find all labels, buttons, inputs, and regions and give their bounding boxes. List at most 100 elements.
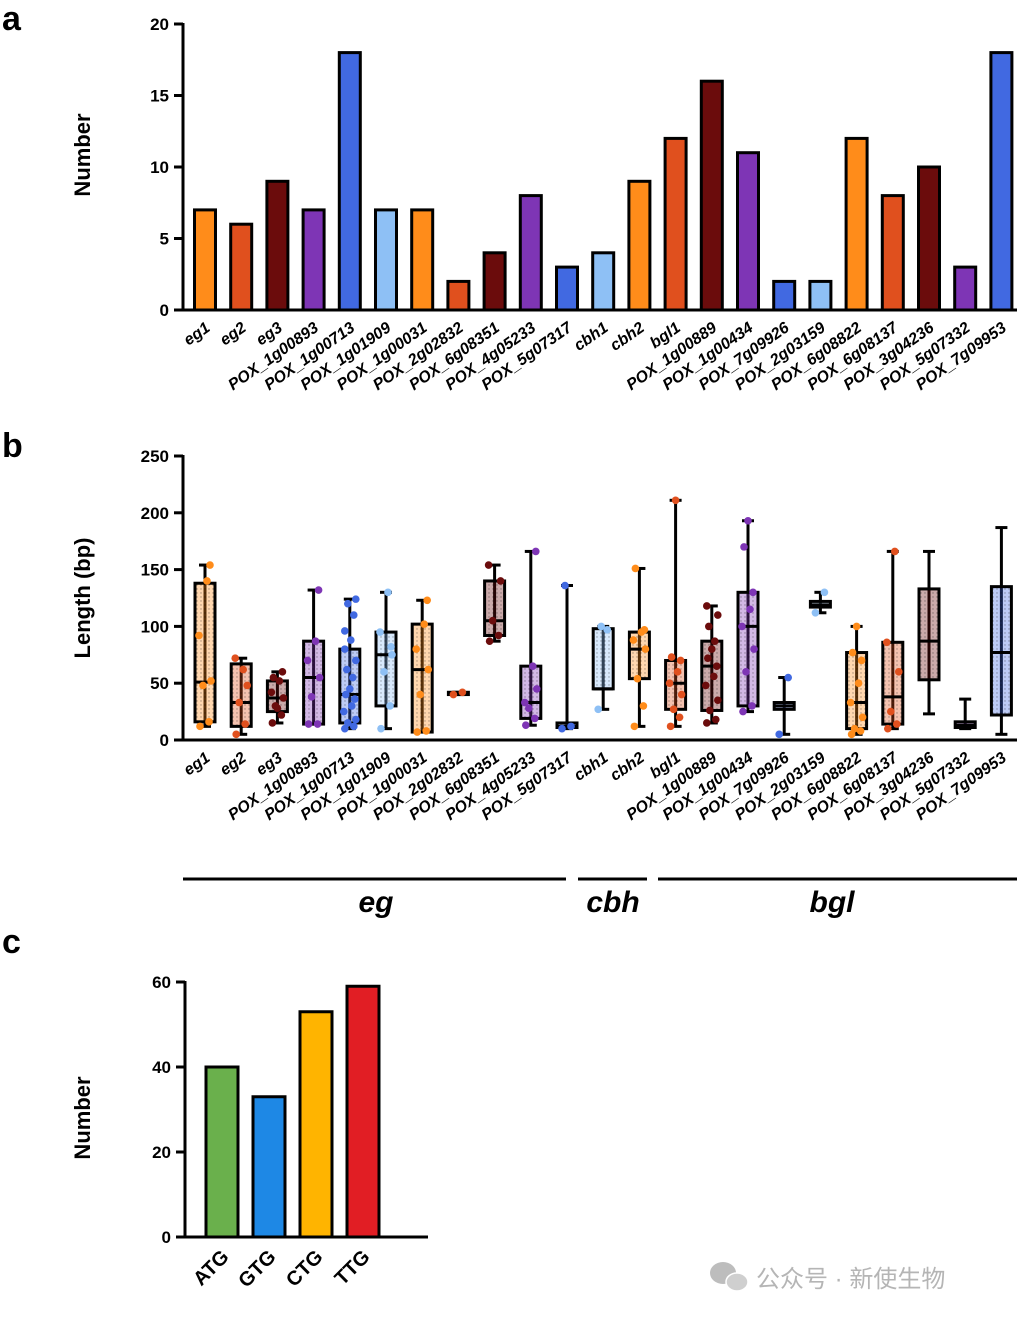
chart-c: 0 20 40 60 ATG GTG CTG TTG bbox=[152, 973, 428, 1292]
panel-c-bar bbox=[298, 1010, 334, 1239]
panel-b-category-label: eg1 bbox=[181, 749, 213, 779]
panel-b-point bbox=[712, 715, 720, 724]
panel-b-point bbox=[525, 704, 533, 712]
panel-a-bar bbox=[772, 279, 797, 312]
panel-b-category-label: cbh1 bbox=[571, 749, 611, 784]
panel-b-box-texture bbox=[882, 642, 903, 725]
panel-b-point bbox=[533, 685, 541, 693]
panel-b-point bbox=[847, 730, 856, 739]
panel-b-point bbox=[857, 656, 866, 665]
panel-b-point bbox=[340, 707, 348, 716]
panel-b-point bbox=[883, 638, 891, 647]
panel-b-point bbox=[748, 702, 756, 710]
panel-b-point bbox=[675, 713, 684, 722]
panel-b-point bbox=[856, 727, 865, 735]
panel-b-point bbox=[676, 656, 685, 665]
panel-b-point bbox=[235, 698, 243, 707]
panel-a-bar bbox=[663, 136, 688, 312]
panel-b-point bbox=[597, 622, 605, 631]
panel-c-bar bbox=[345, 984, 381, 1239]
panel-b-point bbox=[279, 694, 288, 702]
panel-b-point bbox=[714, 696, 722, 705]
panel-b-point bbox=[314, 586, 323, 594]
panel-c-y-tick-label: 20 bbox=[152, 1143, 171, 1162]
panel-c-category-label: ATG bbox=[189, 1246, 233, 1290]
panel-letter-c: c bbox=[2, 923, 21, 961]
panel-b-box-texture bbox=[991, 586, 1012, 716]
panel-b-point bbox=[852, 622, 861, 631]
panel-a-category-label: cbh2 bbox=[607, 319, 647, 354]
panel-b-point bbox=[206, 561, 214, 569]
panel-b-point bbox=[558, 724, 566, 733]
panel-b-point bbox=[673, 668, 682, 676]
panel-b-point bbox=[203, 577, 211, 585]
panel-b-point bbox=[703, 602, 711, 610]
panel-b-point bbox=[895, 668, 903, 676]
panel-a-y-tick-label: 10 bbox=[150, 158, 169, 177]
panel-b-point bbox=[205, 718, 213, 726]
panel-c-bar bbox=[204, 1065, 240, 1239]
wechat-icon bbox=[710, 1262, 749, 1292]
panel-b-point bbox=[521, 698, 529, 707]
panel-b-point bbox=[269, 673, 278, 682]
panel-b-point bbox=[702, 681, 710, 690]
panel-b-point bbox=[884, 724, 892, 733]
panel-b-point bbox=[416, 690, 425, 699]
panel-b-point bbox=[738, 622, 746, 631]
panel-a-bar bbox=[808, 279, 833, 312]
panel-letter-a: a bbox=[2, 0, 22, 38]
watermark: 公众号 · 新使生物 bbox=[710, 1262, 945, 1293]
panel-b-point bbox=[387, 643, 395, 651]
panel-c-bar bbox=[251, 1095, 287, 1239]
panel-b-point bbox=[207, 677, 215, 685]
panel-b-box-texture bbox=[303, 641, 324, 725]
panel-b-category-label: cbh2 bbox=[607, 749, 647, 784]
panel-b-point bbox=[594, 705, 602, 714]
panel-b-point bbox=[629, 636, 638, 644]
panel-a-bar bbox=[482, 251, 507, 312]
panel-a-bar bbox=[446, 279, 471, 312]
panel-b-point bbox=[420, 620, 429, 628]
panel-b-point bbox=[820, 588, 829, 597]
panel-b-point bbox=[749, 588, 757, 597]
panel-b-y-tick-label: 0 bbox=[160, 731, 169, 750]
panel-b-point bbox=[344, 599, 352, 608]
panel-b-point bbox=[532, 547, 540, 556]
panel-a-bar bbox=[301, 208, 326, 312]
panel-b-point bbox=[494, 631, 503, 640]
panel-b-box-texture bbox=[231, 663, 252, 727]
panel-b-point bbox=[714, 611, 722, 619]
panel-b-point bbox=[667, 653, 676, 661]
panel-b-point bbox=[313, 720, 322, 728]
panel-b-point bbox=[891, 547, 899, 556]
panel-b-point bbox=[307, 693, 316, 701]
panel-a-bar bbox=[410, 208, 435, 312]
panel-b-point bbox=[349, 673, 357, 682]
panel-a-bar bbox=[265, 179, 290, 312]
panel-b-point bbox=[275, 677, 284, 685]
panel-a-category-label: cbh1 bbox=[571, 319, 611, 354]
panel-b-point bbox=[348, 702, 356, 710]
panel-b-point bbox=[710, 672, 718, 681]
panel-b-point bbox=[424, 665, 433, 674]
panel-b-point bbox=[449, 690, 458, 699]
panel-b-point bbox=[347, 636, 355, 644]
panel-a-bar bbox=[699, 79, 724, 312]
panel-b-point bbox=[677, 690, 686, 699]
panel-b-point bbox=[352, 595, 360, 603]
panel-a-bar bbox=[989, 51, 1014, 312]
panel-b-box-texture bbox=[484, 580, 505, 636]
panel-b-point bbox=[854, 679, 863, 687]
panel-b-point bbox=[422, 727, 431, 735]
panel-a-bar bbox=[880, 194, 905, 312]
panel-b-category-label: eg2 bbox=[217, 749, 249, 779]
panel-b-point bbox=[376, 628, 384, 636]
panel-b-point bbox=[522, 721, 530, 730]
panel-b-box-texture bbox=[846, 652, 867, 729]
panel-b-point bbox=[380, 668, 388, 676]
panel-a-bar bbox=[917, 165, 941, 312]
panel-b-point bbox=[239, 665, 247, 674]
panel-b-point bbox=[384, 588, 392, 597]
